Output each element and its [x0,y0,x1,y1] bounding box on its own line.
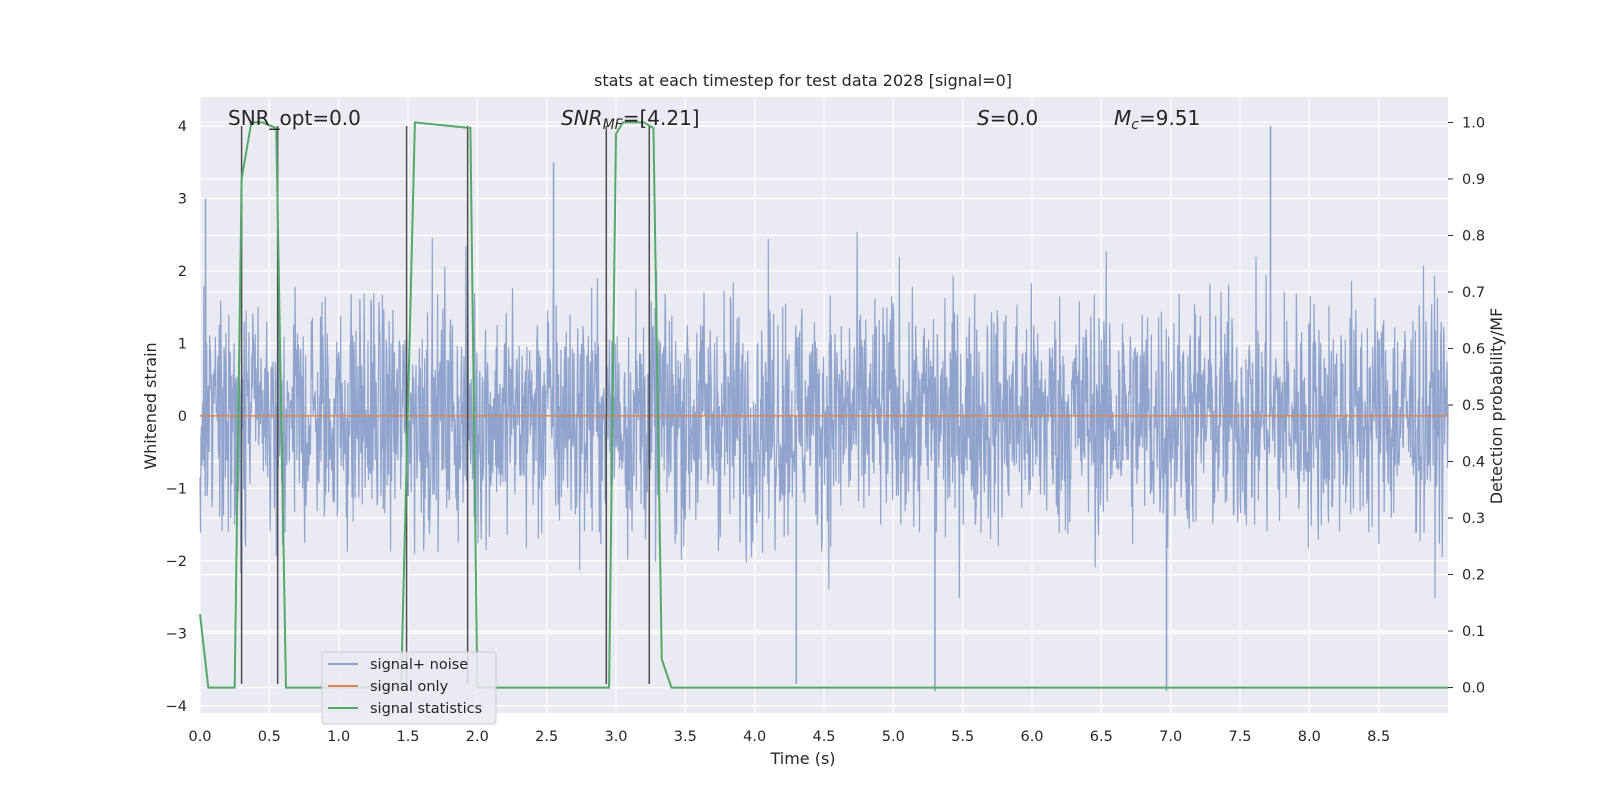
signal-noise-series [199,125,1449,692]
x-tick-label: 8.0 [1298,729,1321,745]
legend-box [321,651,497,725]
y2-tick-label: 0.7 [1462,285,1485,301]
chart-title: stats at each timestep for test data 202… [594,71,1012,90]
annotation-snr-mf: SNRMF=[4.21] [561,106,700,133]
x-tick-label: 1.5 [396,729,419,745]
y2-tick-label: 0.4 [1462,455,1485,471]
annotation-snr-mf-base: SNR [561,106,603,130]
legend-entry-signal-only: signal only [370,679,449,695]
x-tick-label: 0.5 [258,729,281,745]
x-tick-labels: 0.0 0.5 1.0 1.5 2.0 2.5 3.0 3.5 4.0 4.5 5.0 5.5 6.0 6… [188,729,1390,745]
signal-statistics-series [199,121,1448,689]
y-tick-label: −2 [166,554,187,570]
annotation-mc: Mc=9.51 [1114,106,1200,133]
y2-tick-label: 0.6 [1462,341,1485,357]
y2-tick-labels: 1.0 0.9 0.8 0.7 0.6 0.5 0.4 0.3 0.2 0.1 0.0 [1448,115,1485,697]
x-tick-label: 3.0 [604,729,627,745]
annotation-mc-sub: c [1131,117,1139,133]
annotation-snr-mf-value: =[4.21] [623,106,700,130]
legend: signal+ noise signal only signal statist… [321,651,497,725]
x-tick-label: 6.5 [1090,729,1113,745]
y-tick-label: 2 [178,264,187,280]
y-axis-label: Whitened strain [141,342,160,469]
x-tick-label: 7.5 [1228,729,1251,745]
y2-tick-label: 0.9 [1462,172,1485,188]
annotation-s-label: S [977,106,990,130]
y-tick-label: −1 [166,481,187,497]
annotation-mc-value: =9.51 [1139,106,1200,130]
x-tick-label: 2.0 [466,729,489,745]
y-tick-label: 1 [178,336,187,352]
x-tick-label: 2.5 [535,729,558,745]
annotation-s-value: =0.0 [990,106,1039,130]
y2-tick-label: 0.2 [1462,568,1485,584]
annotation-mc-base: M [1114,106,1131,130]
x-tick-label: 4.5 [812,729,835,745]
y2-tick-label: 0.3 [1462,511,1485,527]
x-tick-label: 1.0 [327,729,350,745]
y2-tick-label: 0.8 [1462,228,1485,244]
y2-tick-label: 1.0 [1462,115,1485,131]
x-axis-label: Time (s) [769,749,835,768]
y2-tick-label: 0.1 [1462,624,1485,640]
x-tick-label: 7.0 [1159,729,1182,745]
y-tick-label: 3 [178,191,187,207]
legend-entry-signal-noise: signal+ noise [370,657,468,673]
x-tick-label: 4.0 [743,729,766,745]
y-tick-label: 4 [178,119,187,135]
y-tick-label: −4 [166,699,187,715]
x-tick-label: 5.5 [951,729,974,745]
legend-entry-signal-statistics: signal statistics [370,701,482,717]
x-tick-label: 8.5 [1367,729,1390,745]
annotation-s: S=0.0 [977,106,1038,130]
x-tick-label: 6.0 [1020,729,1043,745]
annotation-snr-opt: SNR_opt=0.0 [228,106,361,130]
y-tick-labels: 4 3 2 1 0 −1 −2 −3 −4 [166,119,187,715]
noise-trace [199,231,1449,599]
x-tick-label: 0.0 [188,729,211,745]
y-tick-label: −3 [166,626,187,642]
y-tick-label: 0 [178,409,187,425]
y2-tick-label: 0.0 [1462,681,1485,697]
annotation-snr-mf-sub: MF [603,117,624,133]
y2-tick-label: 0.5 [1462,398,1485,414]
y2-axis-label: Detection probability/MF [1487,308,1506,505]
x-tick-label: 5.0 [882,729,905,745]
x-tick-label: 3.5 [674,729,697,745]
